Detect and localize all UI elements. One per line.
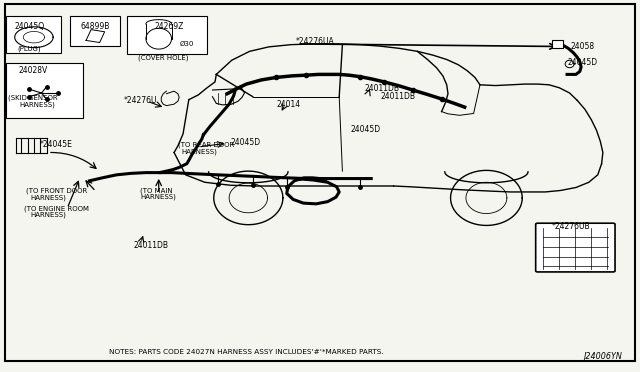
Bar xyxy=(6,16,61,53)
Text: 24269Z: 24269Z xyxy=(155,22,184,31)
Text: 24045D: 24045D xyxy=(351,125,381,134)
Text: *24276U: *24276U xyxy=(124,96,157,105)
Text: 24045Q: 24045Q xyxy=(14,22,45,31)
Text: 24011DB: 24011DB xyxy=(133,241,168,250)
Text: 24045D: 24045D xyxy=(230,138,260,147)
Text: (COVER HOLE): (COVER HOLE) xyxy=(138,54,188,61)
Text: 64899B: 64899B xyxy=(80,22,109,31)
Bar xyxy=(70,16,120,46)
Text: 24014: 24014 xyxy=(276,100,301,109)
Bar xyxy=(552,40,563,48)
Text: HARNESS): HARNESS) xyxy=(19,102,55,108)
Text: HARNESS): HARNESS) xyxy=(141,194,177,201)
Text: (PLUG): (PLUG) xyxy=(18,46,41,52)
Text: 24058: 24058 xyxy=(571,42,595,51)
Text: HARNESS): HARNESS) xyxy=(31,212,67,218)
Text: (TO ENGINE ROOM: (TO ENGINE ROOM xyxy=(24,205,90,212)
Text: (TO FRONT DOOR: (TO FRONT DOOR xyxy=(26,188,87,195)
Bar xyxy=(6,63,83,118)
Text: *24276UA: *24276UA xyxy=(296,37,335,46)
Text: (TO REAR DOOR: (TO REAR DOOR xyxy=(178,142,234,148)
Text: 24011DB: 24011DB xyxy=(381,92,416,101)
Text: *24276UB: *24276UB xyxy=(552,222,590,231)
Text: *24045E: *24045E xyxy=(40,140,72,149)
FancyBboxPatch shape xyxy=(536,223,615,272)
Text: HARNESS): HARNESS) xyxy=(181,149,217,155)
Bar xyxy=(127,16,207,54)
Text: Ø30: Ø30 xyxy=(179,41,193,47)
Text: 24028V: 24028V xyxy=(19,66,48,75)
Text: NOTES: PARTS CODE 24027N HARNESS ASSY INCLUDES'#'*MARKED PARTS.: NOTES: PARTS CODE 24027N HARNESS ASSY IN… xyxy=(109,349,383,355)
Text: J24006YN: J24006YN xyxy=(583,352,622,361)
Text: HARNESS): HARNESS) xyxy=(31,195,67,201)
Text: (SKID SENSOR: (SKID SENSOR xyxy=(8,94,58,101)
Text: 24045D: 24045D xyxy=(567,58,597,67)
Text: (TO MAIN: (TO MAIN xyxy=(140,187,172,194)
Text: 24011DB: 24011DB xyxy=(365,84,400,93)
